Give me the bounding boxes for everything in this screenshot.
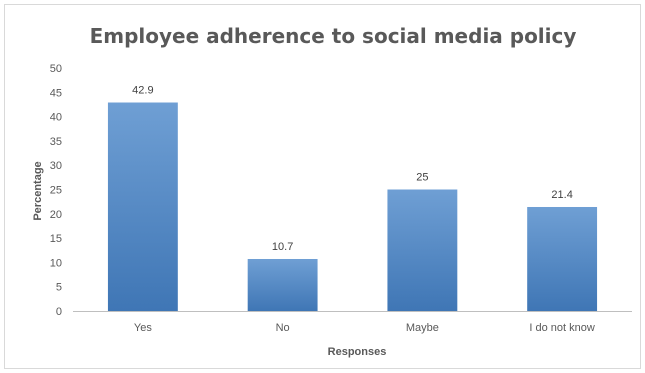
data-label: 25 <box>416 172 428 184</box>
y-axis-label: Percentage <box>32 161 44 220</box>
x-tick-label: No <box>276 322 290 334</box>
bar-no <box>247 258 318 311</box>
x-tick-label: Yes <box>134 322 152 334</box>
data-label: 42.9 <box>132 85 153 97</box>
y-tick-label: 45 <box>50 87 62 99</box>
x-tick-label: Maybe <box>406 322 439 334</box>
y-tick-label: 0 <box>56 306 62 318</box>
bar-yes <box>107 102 178 311</box>
y-tick-label: 10 <box>50 257 62 269</box>
y-tick-label: 15 <box>50 233 62 245</box>
x-axis-label: Responses <box>328 346 387 358</box>
x-axis-ticks: Yes No Maybe I do not know <box>134 322 595 334</box>
y-tick-label: 25 <box>50 185 62 197</box>
y-tick-label: 40 <box>50 112 62 124</box>
y-tick-label: 5 <box>56 282 62 294</box>
chart-title: Employee adherence to social media polic… <box>90 24 577 48</box>
data-label: 10.7 <box>272 241 293 253</box>
y-axis-ticks: 0 5 10 15 20 25 30 35 40 45 50 <box>50 63 62 318</box>
y-tick-label: 30 <box>50 160 62 172</box>
y-tick-label: 20 <box>50 209 62 221</box>
bar-maybe <box>387 189 458 311</box>
y-tick-label: 35 <box>50 136 62 148</box>
x-tick-label: I do not know <box>529 322 594 334</box>
bar-i-do-not-know <box>527 206 598 311</box>
y-tick-label: 50 <box>50 63 62 75</box>
data-label: 21.4 <box>551 189 572 201</box>
bars: 42.9 10.7 25 21.4 <box>107 85 598 311</box>
